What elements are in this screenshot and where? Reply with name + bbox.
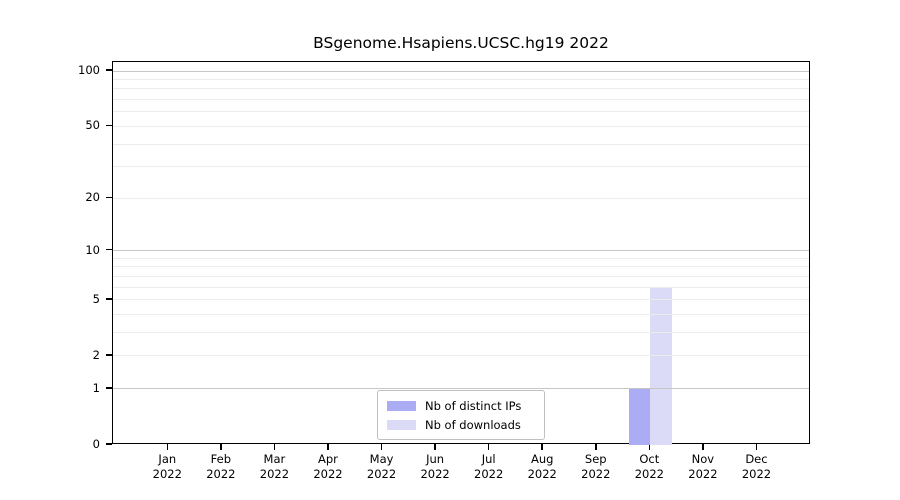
x-tick-mark-mar bbox=[273, 444, 276, 450]
gridline-minor-8 bbox=[113, 266, 809, 268]
gridline-major-10 bbox=[113, 250, 809, 252]
gridline-minor-4 bbox=[113, 314, 809, 316]
x-tick-mark-jul bbox=[487, 444, 490, 450]
x-tick-year-oct: 2022 bbox=[634, 467, 664, 481]
gridline-minor-20 bbox=[113, 197, 809, 199]
x-tick-mark-nov bbox=[702, 444, 704, 450]
gridline-major-1 bbox=[113, 388, 809, 390]
y-tick-label-100: 100 bbox=[78, 63, 100, 78]
x-tick-month-aug: Aug bbox=[530, 452, 554, 466]
x-tick-label-jan: Jan 2022 bbox=[135, 452, 199, 482]
x-tick-label-nov: Nov 2022 bbox=[671, 452, 735, 482]
gridline-minor-3 bbox=[113, 332, 809, 334]
x-tick-year-jan: 2022 bbox=[152, 467, 182, 481]
x-tick-year-may: 2022 bbox=[366, 467, 397, 481]
x-tick-year-sep: 2022 bbox=[581, 467, 611, 481]
y-tick-mark-100 bbox=[106, 69, 112, 71]
gridline-minor-9 bbox=[113, 257, 809, 259]
x-tick-year-jul: 2022 bbox=[474, 467, 504, 481]
x-tick-year-mar: 2022 bbox=[259, 467, 290, 481]
x-tick-mark-oct bbox=[648, 444, 651, 450]
gridline-major-100 bbox=[113, 70, 809, 72]
x-tick-label-jun: Jun 2022 bbox=[403, 452, 467, 482]
x-tick-mark-jan bbox=[166, 444, 169, 450]
x-tick-month-nov: Nov bbox=[691, 452, 715, 466]
x-tick-label-oct: Oct 2022 bbox=[617, 452, 681, 482]
legend-item-downloads: Nb of downloads bbox=[387, 415, 535, 434]
gridline-minor-30 bbox=[113, 166, 809, 168]
gridline-minor-70 bbox=[113, 99, 809, 101]
x-tick-label-dec: Dec 2022 bbox=[724, 452, 788, 482]
y-tick-label-2: 2 bbox=[92, 347, 100, 362]
x-tick-month-jun: Jun bbox=[426, 452, 445, 466]
y-tick-label-10: 10 bbox=[85, 242, 100, 257]
x-tick-mark-jun bbox=[434, 444, 436, 450]
x-tick-month-jul: Jul bbox=[481, 452, 496, 466]
y-tick-mark-20 bbox=[106, 196, 112, 199]
x-tick-label-aug: Aug 2022 bbox=[510, 452, 574, 482]
x-tick-label-mar: Mar 2022 bbox=[242, 452, 306, 482]
gridline-minor-2 bbox=[113, 355, 809, 357]
x-tick-mark-aug bbox=[541, 444, 543, 450]
y-tick-mark-1 bbox=[106, 387, 112, 389]
x-tick-mark-sep bbox=[595, 444, 597, 450]
x-tick-label-apr: Apr 2022 bbox=[296, 452, 360, 482]
y-tick-mark-10 bbox=[106, 248, 112, 251]
x-tick-mark-dec bbox=[755, 444, 758, 450]
y-tick-label-5: 5 bbox=[92, 291, 100, 306]
x-tick-mark-feb bbox=[220, 444, 222, 450]
y-tick-mark-0 bbox=[106, 443, 112, 445]
y-tick-mark-5 bbox=[106, 298, 112, 300]
x-tick-year-apr: 2022 bbox=[313, 467, 343, 481]
y-tick-mark-2 bbox=[106, 354, 112, 356]
x-tick-month-apr: Apr bbox=[318, 452, 338, 466]
gridline-minor-90 bbox=[113, 79, 809, 81]
x-tick-mark-may bbox=[380, 444, 383, 450]
legend: Nb of distinct IPs Nb of downloads bbox=[377, 390, 545, 440]
plot-area: Nb of distinct IPs Nb of downloads bbox=[112, 61, 810, 445]
x-tick-label-jul: Jul 2022 bbox=[457, 452, 521, 482]
legend-swatch-downloads bbox=[387, 419, 416, 430]
x-tick-mark-apr bbox=[327, 444, 329, 450]
bar-downloads-oct bbox=[650, 287, 672, 445]
legend-item-distinct-ips: Nb of distinct IPs bbox=[387, 396, 535, 415]
x-tick-month-dec: Dec bbox=[745, 452, 768, 466]
x-tick-month-may: May bbox=[369, 452, 394, 466]
legend-label-distinct-ips: Nb of distinct IPs bbox=[425, 398, 522, 413]
bar-distinct-ips-oct bbox=[628, 388, 651, 445]
x-tick-label-feb: Feb 2022 bbox=[189, 452, 253, 482]
gridlines-layer bbox=[113, 62, 809, 443]
x-tick-year-nov: 2022 bbox=[688, 467, 718, 481]
gridline-minor-80 bbox=[113, 88, 809, 90]
gridline-minor-5 bbox=[113, 299, 809, 301]
x-tick-year-feb: 2022 bbox=[206, 467, 236, 481]
y-tick-label-1: 1 bbox=[92, 380, 100, 395]
y-tick-label-20: 20 bbox=[85, 190, 100, 205]
gridline-minor-7 bbox=[113, 276, 809, 278]
y-tick-mark-50 bbox=[106, 124, 112, 127]
x-tick-year-aug: 2022 bbox=[527, 467, 557, 481]
y-tick-label-50: 50 bbox=[85, 118, 100, 133]
gridline-minor-50 bbox=[113, 125, 809, 127]
x-tick-month-sep: Sep bbox=[584, 452, 607, 466]
x-tick-month-jan: Jan bbox=[158, 452, 177, 466]
bars-layer bbox=[113, 62, 809, 445]
x-tick-year-dec: 2022 bbox=[741, 467, 772, 481]
legend-swatch-distinct-ips bbox=[387, 400, 416, 411]
legend-label-downloads: Nb of downloads bbox=[425, 417, 521, 432]
gridline-minor-40 bbox=[113, 143, 809, 145]
x-tick-label-may: May 2022 bbox=[350, 452, 414, 482]
chart-title: BSgenome.Hsapiens.UCSC.hg19 2022 bbox=[313, 34, 609, 52]
gridline-minor-60 bbox=[113, 111, 809, 113]
x-tick-year-jun: 2022 bbox=[420, 467, 450, 481]
x-tick-month-feb: Feb bbox=[210, 452, 232, 466]
x-tick-month-mar: Mar bbox=[263, 452, 286, 466]
x-tick-month-oct: Oct bbox=[639, 452, 660, 466]
gridline-minor-6 bbox=[113, 286, 809, 288]
x-tick-label-sep: Sep 2022 bbox=[564, 452, 628, 482]
y-tick-label-0: 0 bbox=[92, 437, 100, 451]
